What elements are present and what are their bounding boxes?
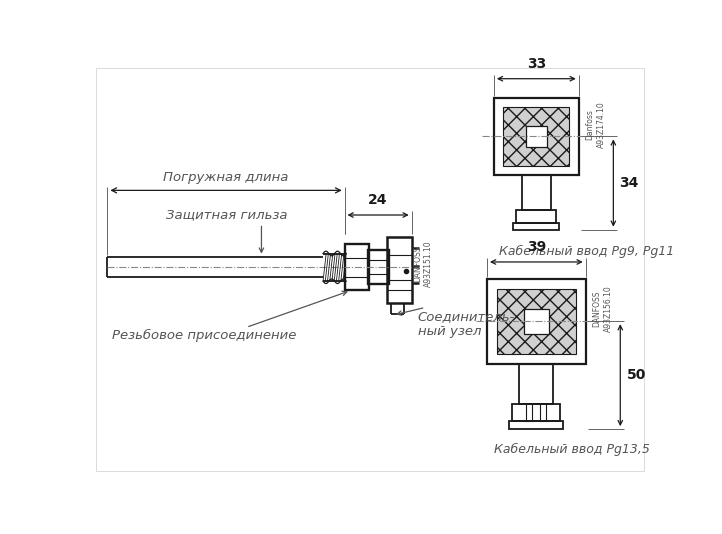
Text: Погружная длина: Погружная длина xyxy=(163,171,289,184)
Text: 33: 33 xyxy=(527,57,546,71)
Text: Резьбовое присоединение: Резьбовое присоединение xyxy=(111,329,296,342)
Bar xyxy=(497,289,575,354)
Bar xyxy=(526,125,547,147)
Text: Защитная гильза: Защитная гильза xyxy=(166,208,287,221)
Bar xyxy=(387,237,412,303)
Bar xyxy=(522,175,551,210)
Bar xyxy=(367,250,388,284)
Text: Кабельный ввод Pg13,5: Кабельный ввод Pg13,5 xyxy=(494,443,650,456)
Bar xyxy=(487,279,586,364)
Text: Соединитель-
ный узел: Соединитель- ный узел xyxy=(418,310,515,337)
Bar xyxy=(513,223,560,230)
Bar xyxy=(494,98,579,175)
Text: 24: 24 xyxy=(368,193,388,207)
Bar xyxy=(510,421,563,429)
Text: Danfoss
A93Z174.10: Danfoss A93Z174.10 xyxy=(586,101,606,148)
Bar xyxy=(524,309,549,334)
Bar xyxy=(516,210,557,223)
Text: DANFOSS
A93Z156.10: DANFOSS A93Z156.10 xyxy=(593,285,612,332)
Bar xyxy=(503,107,570,166)
Text: 39: 39 xyxy=(527,240,546,254)
Text: 50: 50 xyxy=(627,368,645,382)
Bar xyxy=(344,244,369,290)
Bar xyxy=(519,364,553,404)
Text: 34: 34 xyxy=(619,176,639,190)
Bar xyxy=(513,404,560,421)
Text: Кабельный ввод Pg9, Pg11: Кабельный ввод Pg9, Pg11 xyxy=(500,245,674,258)
Text: DANFOSS
A93Z151.10: DANFOSS A93Z151.10 xyxy=(413,240,433,287)
